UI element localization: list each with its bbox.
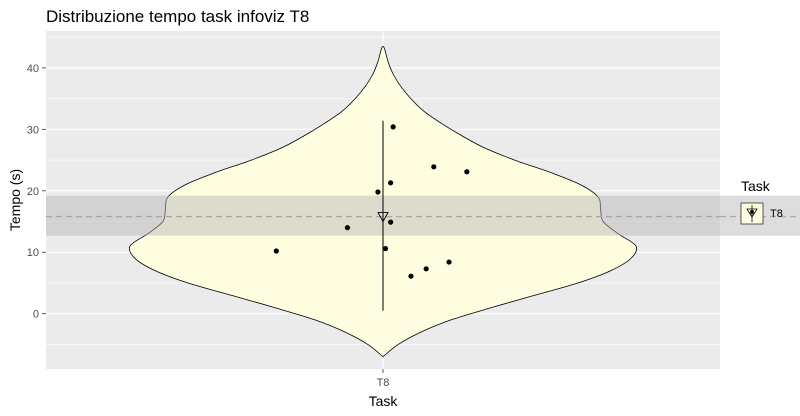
- y-tick-label: 30: [27, 124, 39, 136]
- points-layer: [273, 120, 470, 311]
- data-point: [273, 248, 279, 254]
- mean-marker: [377, 212, 389, 223]
- data-point: [464, 169, 470, 175]
- legend-key-triangle: [746, 208, 758, 218]
- x-axis-ticks: T8: [377, 369, 390, 389]
- y-axis-ticks: 0 10 20 30 40: [27, 63, 46, 321]
- y-tick-label: 0: [33, 309, 39, 321]
- x-axis-title: Task: [369, 393, 399, 409]
- data-point: [388, 180, 394, 186]
- data-point: [382, 245, 389, 252]
- data-point: [408, 273, 414, 279]
- legend-key-point: [750, 210, 754, 214]
- legend-entry-label: T8: [770, 208, 783, 220]
- chart-title: Distribuzione tempo task infoviz T8: [46, 7, 309, 26]
- y-tick-label: 10: [27, 247, 39, 259]
- ci-band-layer: [46, 195, 800, 236]
- y-tick-label: 40: [27, 63, 39, 75]
- legend: Task T8: [740, 178, 783, 225]
- data-point: [423, 266, 429, 272]
- data-point: [431, 164, 437, 170]
- data-point: [390, 124, 396, 130]
- y-axis-title: Tempo (s): [7, 169, 23, 231]
- x-tick-label: T8: [377, 377, 390, 389]
- legend-title: Task: [741, 178, 771, 194]
- data-point: [344, 225, 351, 231]
- data-point: [375, 189, 381, 195]
- data-point: [446, 259, 452, 265]
- y-tick-label: 20: [27, 186, 39, 198]
- data-point: [388, 219, 394, 225]
